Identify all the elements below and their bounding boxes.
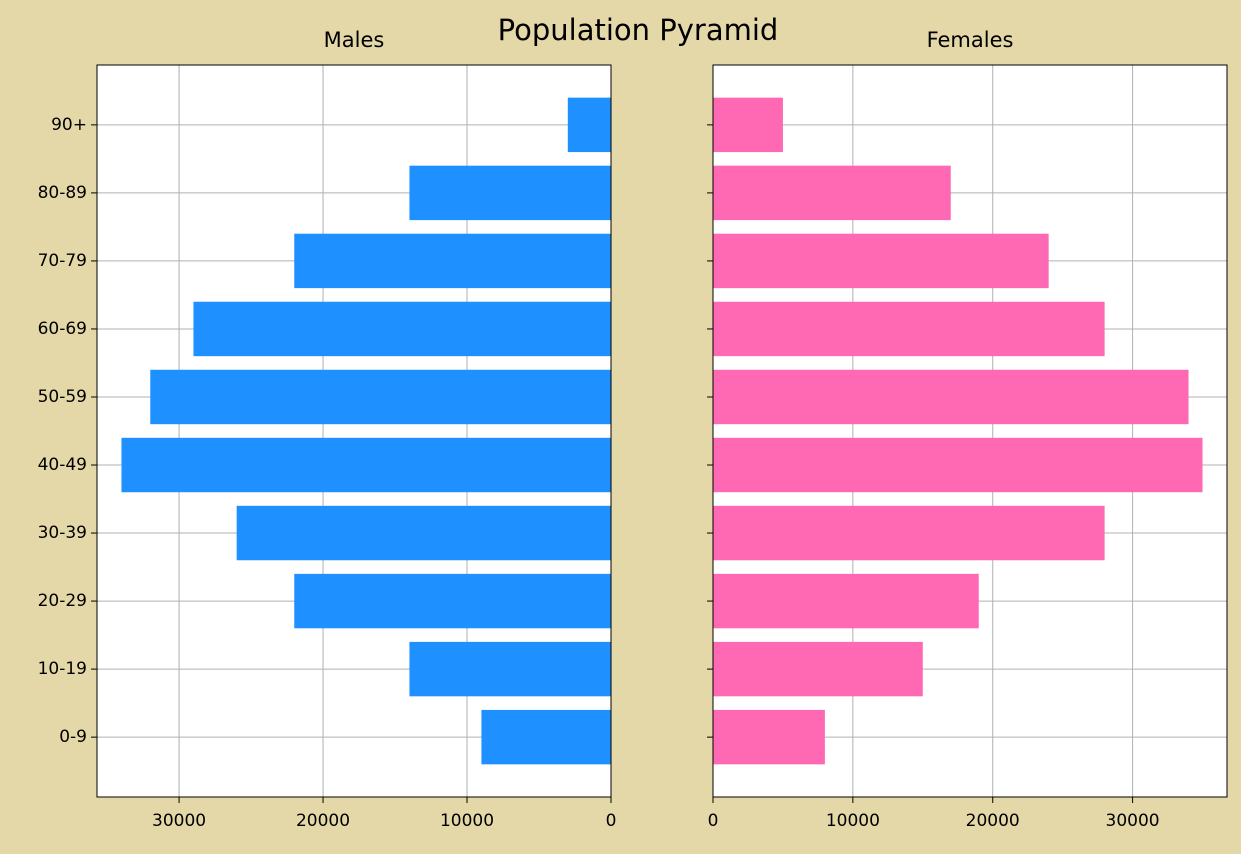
bar bbox=[121, 437, 611, 493]
figure-title: Population Pyramid bbox=[498, 13, 779, 47]
y-tick-label: 80-89 bbox=[38, 183, 87, 203]
x-tick-label: 10000 bbox=[440, 811, 494, 831]
bar bbox=[481, 709, 611, 765]
bar bbox=[236, 505, 611, 561]
x-tick-label: 20000 bbox=[296, 811, 350, 831]
y-tick-label: 60-69 bbox=[38, 319, 87, 339]
y-tick-label: 20-29 bbox=[38, 591, 87, 611]
bar bbox=[150, 369, 611, 425]
bar bbox=[713, 709, 825, 765]
bar bbox=[713, 369, 1189, 425]
bar bbox=[409, 641, 611, 697]
bar bbox=[713, 233, 1049, 289]
axes-frame bbox=[712, 64, 1228, 798]
bar bbox=[713, 301, 1105, 357]
axes-title: Females bbox=[927, 28, 1014, 52]
x-tick-label: 0 bbox=[708, 811, 719, 831]
y-tick-label: 30-39 bbox=[38, 523, 87, 543]
y-tick-label: 50-59 bbox=[38, 387, 87, 407]
bar bbox=[294, 573, 611, 629]
axes-title: Males bbox=[324, 28, 385, 52]
y-tick-label: 0-9 bbox=[59, 727, 87, 747]
y-tick-label: 40-49 bbox=[38, 455, 87, 475]
bar bbox=[409, 165, 611, 221]
bar bbox=[713, 437, 1203, 493]
axes-frame bbox=[96, 64, 612, 798]
bar bbox=[567, 97, 611, 153]
bar bbox=[193, 301, 612, 357]
x-tick-label: 0 bbox=[606, 811, 617, 831]
y-tick-label: 70-79 bbox=[38, 251, 87, 271]
bar bbox=[713, 573, 979, 629]
x-tick-label: 10000 bbox=[826, 811, 880, 831]
bar bbox=[713, 165, 951, 221]
bar bbox=[713, 505, 1105, 561]
bar bbox=[294, 233, 611, 289]
x-tick-label: 30000 bbox=[152, 811, 206, 831]
bar bbox=[713, 97, 783, 153]
bar bbox=[713, 641, 923, 697]
y-tick-label: 10-19 bbox=[38, 659, 87, 679]
x-tick-label: 20000 bbox=[966, 811, 1020, 831]
y-tick-label: 90+ bbox=[51, 115, 87, 135]
x-tick-label: 30000 bbox=[1106, 811, 1160, 831]
